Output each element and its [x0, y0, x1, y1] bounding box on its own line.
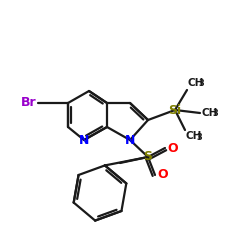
Text: Si: Si	[168, 104, 181, 117]
Text: N: N	[79, 134, 89, 146]
Text: CH: CH	[201, 108, 218, 118]
Text: O: O	[157, 168, 168, 181]
Text: 3: 3	[198, 79, 204, 88]
Text: S: S	[144, 150, 152, 164]
Text: CH: CH	[185, 131, 202, 141]
Text: 3: 3	[196, 133, 202, 142]
Text: N: N	[125, 134, 135, 146]
Text: 3: 3	[212, 110, 218, 118]
Text: O: O	[167, 142, 177, 154]
Text: CH: CH	[187, 78, 204, 88]
Text: Br: Br	[20, 96, 36, 110]
